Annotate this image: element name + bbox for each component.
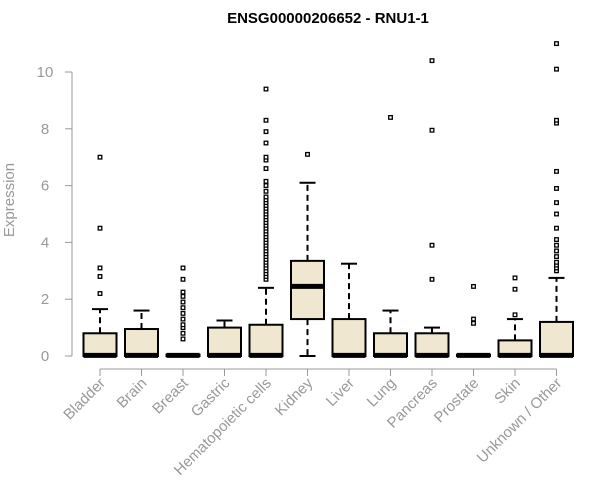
- x-tick-label: Prostate: [431, 375, 483, 427]
- y-tick-label: 10: [37, 64, 54, 81]
- outlier-point: [263, 129, 269, 135]
- outlier-point: [263, 166, 269, 172]
- outlier-point: [180, 289, 186, 295]
- outlier-point: [180, 293, 186, 299]
- outlier-point: [429, 276, 435, 282]
- outlier-point: [554, 117, 559, 123]
- outlier-point: [97, 154, 103, 160]
- outlier-point: [512, 312, 518, 318]
- outlier-point: [554, 242, 559, 248]
- outlier-point: [263, 188, 269, 194]
- box-skin: [497, 275, 533, 358]
- y-axis: 0 2 4 6 8 10: [37, 64, 73, 365]
- outlier-point: [471, 320, 476, 326]
- outlier-point: [180, 305, 186, 311]
- outlier-point: [263, 140, 269, 146]
- outlier-point: [512, 275, 518, 281]
- boxes-group: [82, 41, 574, 358]
- box-liver: [331, 262, 367, 358]
- box-iqr: [290, 259, 325, 321]
- outlier-point: [429, 127, 435, 133]
- outlier-point: [97, 265, 103, 271]
- y-tick-label: 6: [41, 178, 49, 195]
- outlier-point: [554, 254, 559, 260]
- y-tick-label: 4: [41, 234, 49, 251]
- outlier-point: [554, 225, 559, 231]
- outlier-point: [180, 330, 186, 336]
- box-hematopoietic-cells: [248, 86, 284, 358]
- outlier-point: [388, 114, 393, 120]
- box-iqr: [331, 318, 367, 357]
- box-pancreas: [414, 58, 450, 358]
- box-iqr: [124, 328, 159, 357]
- box-iqr: [414, 332, 450, 357]
- outlier-point: [97, 225, 103, 231]
- outlier-point: [180, 276, 186, 282]
- box-prostate: [456, 283, 491, 358]
- x-tick-label: Breast: [149, 374, 192, 417]
- outlier-point: [471, 316, 476, 322]
- outlier-point: [305, 151, 310, 157]
- outlier-point: [263, 183, 269, 189]
- x-tick-label: Brain: [114, 375, 151, 412]
- box-lung: [373, 114, 408, 358]
- outlier-point: [97, 291, 103, 296]
- outlier-point: [512, 286, 518, 292]
- outlier-point: [180, 316, 186, 322]
- outlier-point: [180, 310, 186, 316]
- x-tick-label: Liver: [323, 375, 358, 410]
- outlier-point: [263, 154, 269, 160]
- box-iqr: [82, 332, 118, 357]
- x-tick-label: Bladder: [60, 375, 109, 424]
- outlier-point: [263, 194, 269, 200]
- outlier-point: [554, 66, 559, 72]
- outlier-point: [554, 259, 559, 265]
- box-unknown-other: [539, 41, 574, 358]
- box-breast: [165, 265, 201, 358]
- x-tick-label: Lung: [364, 375, 400, 411]
- outlier-point: [263, 178, 269, 184]
- box-iqr: [539, 320, 574, 358]
- box-iqr: [248, 323, 284, 358]
- y-axis-label: Expression: [1, 163, 18, 237]
- outlier-point: [554, 248, 559, 254]
- x-tick-label: Skin: [491, 375, 524, 408]
- box-kidney: [290, 151, 325, 357]
- box-iqr: [207, 326, 242, 358]
- outlier-point: [554, 200, 559, 206]
- box-brain: [124, 309, 159, 358]
- outlier-point: [180, 299, 186, 305]
- outlier-point: [471, 283, 476, 289]
- outlier-point: [97, 274, 103, 279]
- box-iqr: [373, 332, 408, 357]
- outlier-point: [554, 41, 559, 47]
- chart-title: ENSG00000206652 - RNU1-1: [227, 10, 429, 27]
- x-tick-label: Kidney: [272, 374, 317, 419]
- outlier-point: [263, 117, 269, 123]
- outlier-point: [429, 242, 435, 248]
- y-tick-label: 8: [41, 121, 49, 138]
- outlier-point: [180, 265, 186, 271]
- y-tick-label: 2: [41, 291, 49, 308]
- outlier-point: [263, 86, 269, 92]
- outlier-point: [554, 237, 559, 243]
- box-gastric: [207, 319, 242, 358]
- outlier-point: [180, 336, 186, 342]
- outlier-point: [554, 185, 559, 191]
- outlier-point: [180, 322, 186, 328]
- outlier-point: [554, 211, 559, 217]
- outlier-point: [429, 58, 435, 64]
- box-bladder: [82, 154, 118, 358]
- y-tick-label: 0: [41, 348, 49, 365]
- outlier-point: [554, 168, 559, 174]
